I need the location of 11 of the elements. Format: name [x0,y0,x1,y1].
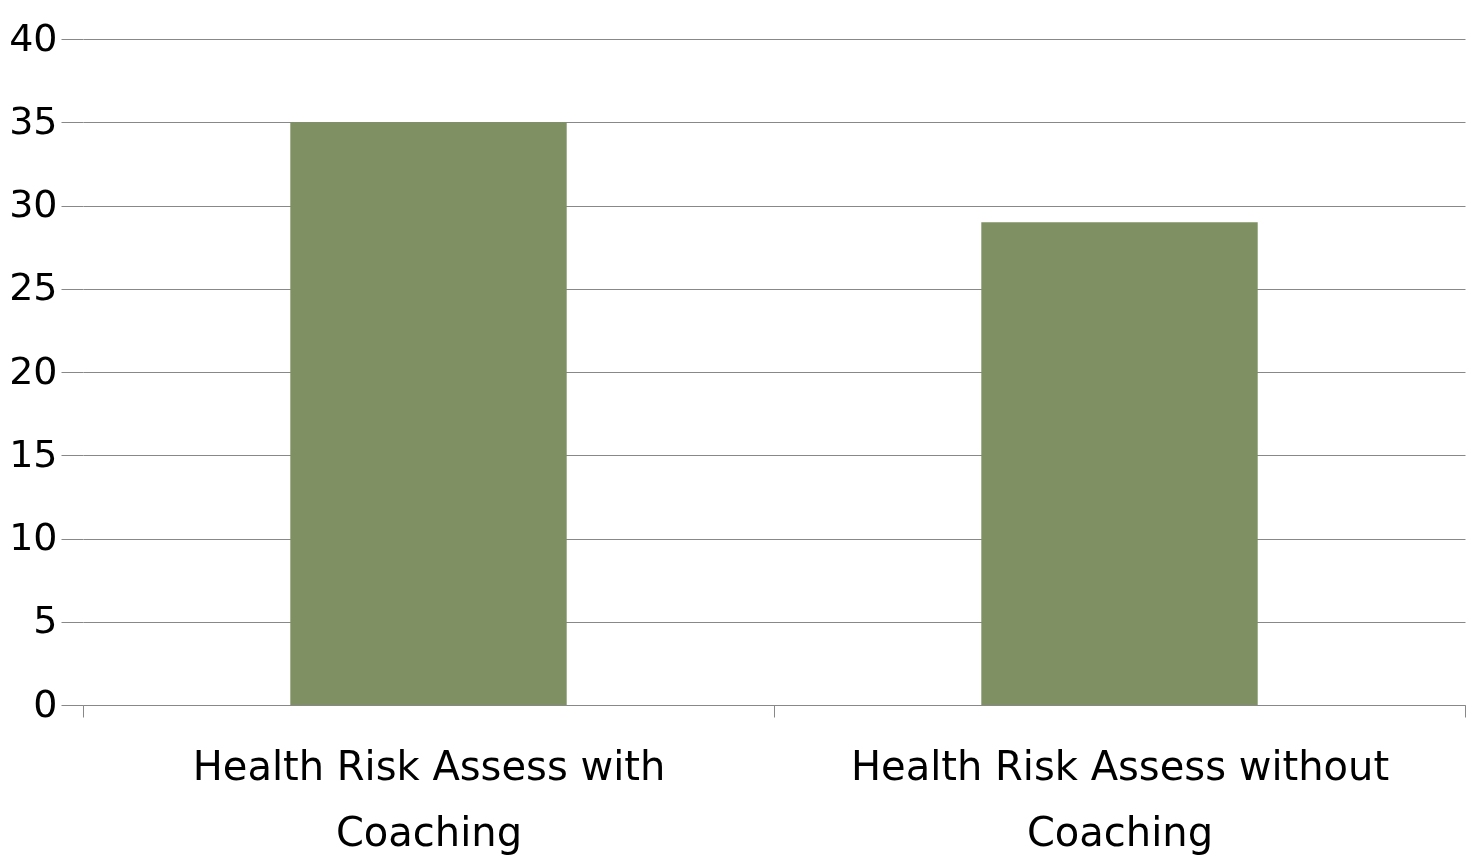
y-tick-label: 40 [9,15,58,60]
y-tick-label: 15 [9,431,58,476]
y-tick-label: 25 [9,265,58,310]
y-tick-label: 35 [9,98,58,143]
y-tick-label: 30 [9,182,58,226]
y-tick-label: 5 [33,598,58,643]
x-tick-label: Health Risk Assess with Coaching [192,742,666,855]
y-tick-label: 20 [9,348,58,393]
y-tick-label: 10 [9,515,58,559]
y-tick-label: 0 [33,681,58,726]
x-tick-label: Health Risk Assess without Coaching [850,742,1390,855]
